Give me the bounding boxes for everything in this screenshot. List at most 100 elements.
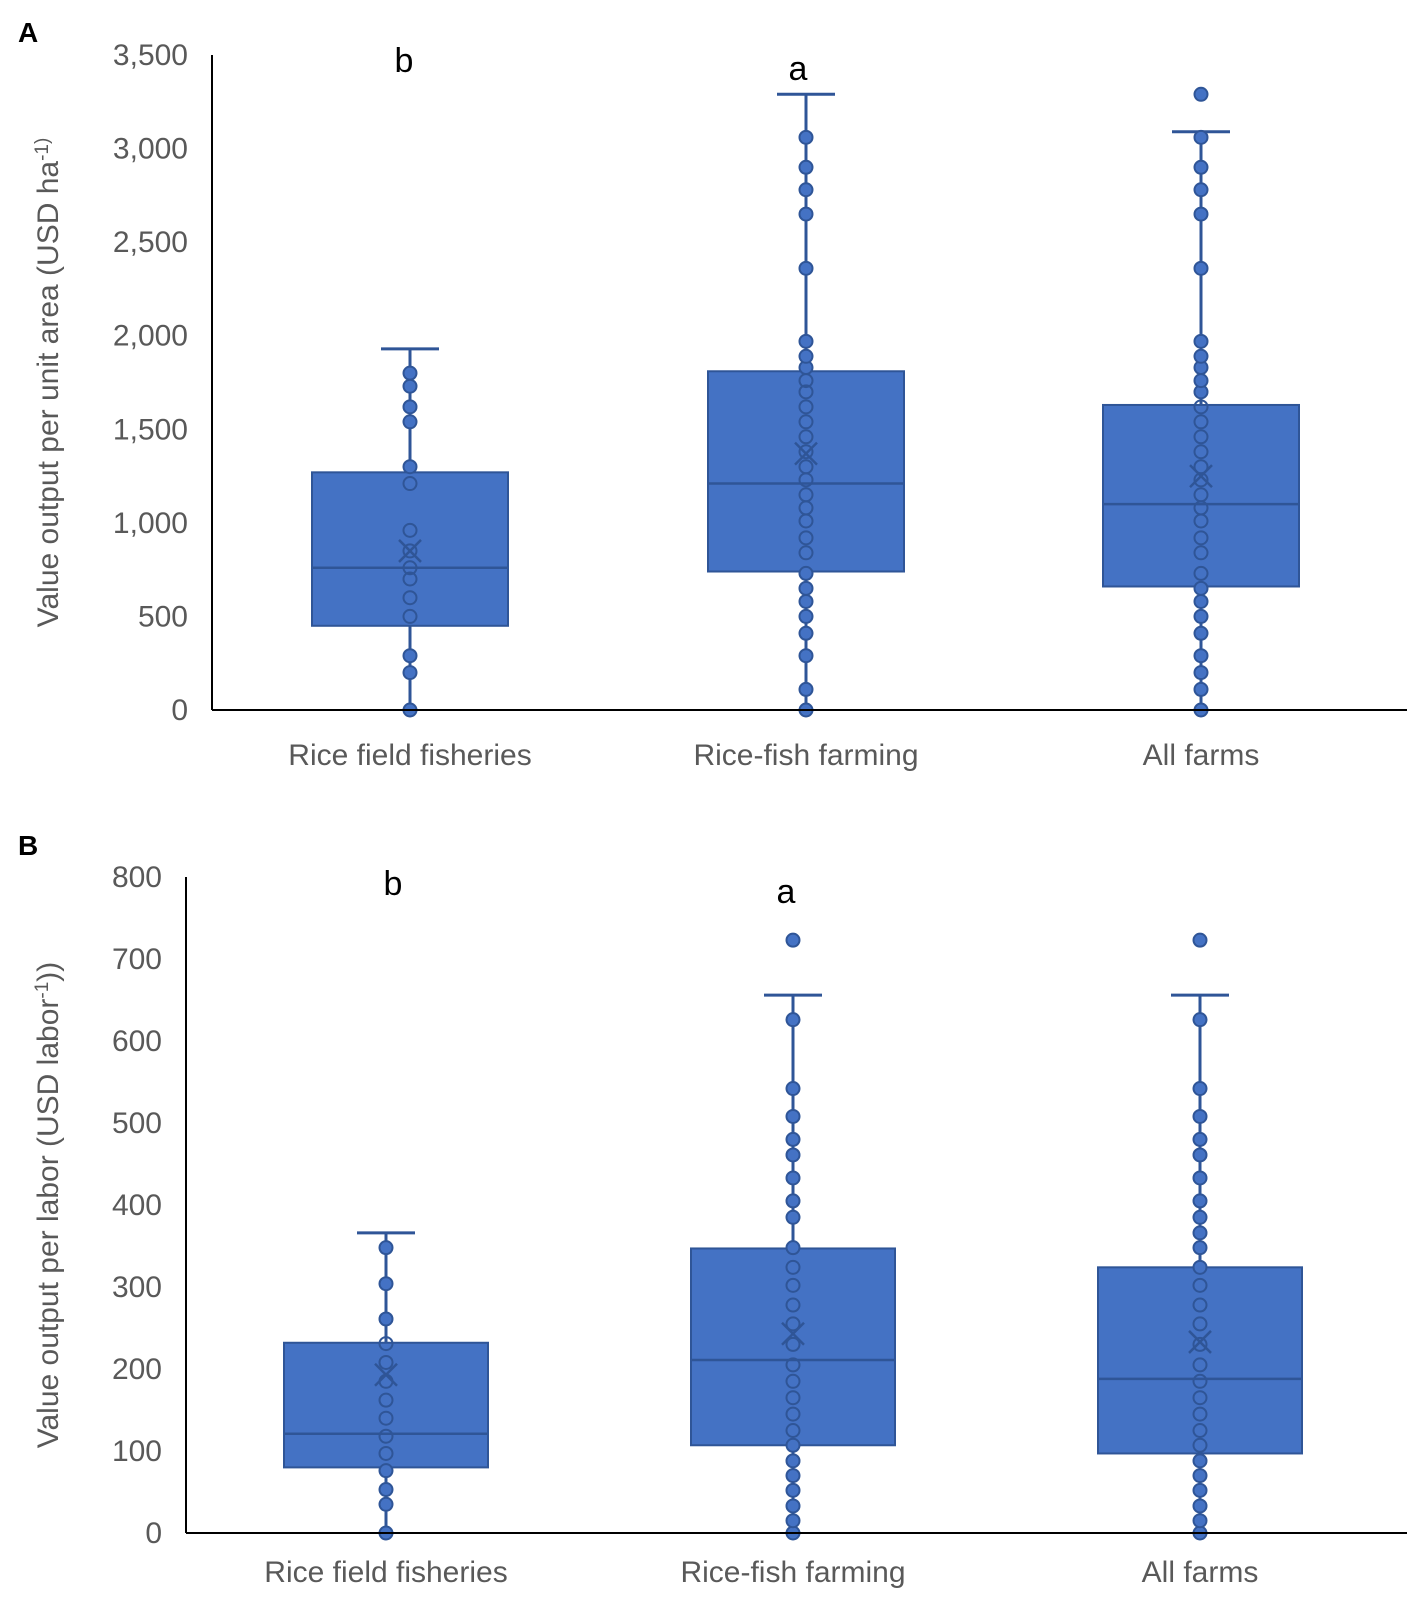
data-point (798, 206, 814, 222)
mean-marker (794, 441, 818, 466)
data-point (1193, 608, 1209, 624)
y-tick-label: 0 (171, 694, 188, 727)
data-point (1193, 348, 1209, 364)
category-label: Rice field fisheries (264, 1556, 507, 1589)
data-point (1193, 648, 1209, 664)
data-point (1193, 373, 1209, 389)
data-point (402, 459, 418, 475)
data-point (1193, 206, 1209, 222)
mean-marker-stroke (398, 539, 422, 563)
iqr-box (1097, 1266, 1303, 1455)
y-tick-label: 0 (145, 1517, 162, 1550)
data-point (798, 681, 814, 697)
data-point (798, 260, 814, 276)
data-point (1192, 1468, 1208, 1484)
box-group (1097, 932, 1303, 1541)
data-point (785, 1357, 801, 1373)
category-label: All farms (1142, 1556, 1259, 1589)
outlier-point (1193, 86, 1209, 102)
data-point (378, 1311, 394, 1327)
y-tick-label: 700 (112, 943, 162, 976)
data-point (1192, 1277, 1208, 1293)
data-point (1192, 1498, 1208, 1514)
data-point (1192, 1390, 1208, 1406)
data-point (1192, 1373, 1208, 1389)
data-point (402, 476, 418, 492)
data-point (378, 1482, 394, 1498)
y-tick-label: 1,000 (113, 507, 188, 540)
data-point (798, 444, 814, 460)
box-group (283, 1231, 489, 1541)
data-point (402, 414, 418, 430)
data-point (785, 1406, 801, 1422)
y-tick-label: 400 (112, 1189, 162, 1222)
panel-label: B (18, 830, 38, 861)
data-point (785, 1437, 801, 1453)
mean-marker (374, 1362, 398, 1387)
data-point (1192, 1209, 1208, 1225)
data-point (798, 648, 814, 664)
data-point (1193, 681, 1209, 697)
data-point (1192, 1357, 1208, 1373)
data-point (798, 487, 814, 503)
data-point (1192, 1336, 1208, 1352)
y-tick-label: 100 (112, 1435, 162, 1468)
data-point (402, 665, 418, 681)
data-point (785, 1453, 801, 1469)
data-point (1192, 1482, 1208, 1498)
data-point (785, 1259, 801, 1275)
data-point (798, 429, 814, 445)
data-point (402, 543, 418, 559)
data-point (785, 1513, 801, 1529)
box-group (690, 932, 896, 1541)
box-group (707, 92, 905, 718)
y-tick-label: 500 (112, 1107, 162, 1140)
data-point (1193, 665, 1209, 681)
mean-marker (1188, 1330, 1212, 1354)
data-point (1193, 414, 1209, 430)
data-point (785, 1277, 801, 1293)
significance-letter: b (395, 42, 414, 80)
data-point (1192, 1225, 1208, 1241)
mean-marker-stroke (374, 1362, 398, 1387)
box-group (1102, 86, 1300, 718)
data-point (785, 1081, 801, 1097)
mean-marker (398, 539, 422, 563)
data-point (1192, 1316, 1208, 1332)
category-label: All farms (1143, 739, 1260, 772)
data-point (1193, 399, 1209, 415)
data-point (785, 1209, 801, 1225)
data-point (785, 1108, 801, 1124)
mean-marker (781, 1321, 805, 1346)
data-point (1193, 565, 1209, 581)
y-tick-label: 800 (112, 861, 162, 894)
mean-marker (1189, 464, 1213, 488)
data-point (798, 333, 814, 349)
y-tick-label: 3,500 (113, 39, 188, 72)
y-tick-label: 3,000 (113, 133, 188, 166)
data-point (378, 1392, 394, 1408)
data-point (785, 1390, 801, 1406)
data-point (785, 1336, 801, 1352)
data-point (798, 593, 814, 609)
mean-marker-stroke (794, 441, 818, 466)
box-group (311, 347, 509, 718)
data-point (785, 1423, 801, 1438)
data-point (785, 1373, 801, 1389)
data-point (1192, 1193, 1208, 1209)
data-point (1193, 487, 1209, 503)
category-label: Rice-fish farming (693, 739, 918, 772)
data-point (1193, 260, 1209, 276)
data-point (402, 648, 418, 664)
data-point (1192, 1423, 1208, 1438)
data-point (798, 414, 814, 430)
data-point (785, 1482, 801, 1498)
data-point (785, 1170, 801, 1186)
outlier-point (785, 932, 801, 948)
category-label: Rice field fisheries (288, 739, 531, 772)
data-point (785, 1316, 801, 1332)
data-point (785, 1468, 801, 1484)
data-point (798, 399, 814, 415)
panel-label: A (18, 17, 38, 48)
y-tick-label: 500 (138, 600, 188, 633)
